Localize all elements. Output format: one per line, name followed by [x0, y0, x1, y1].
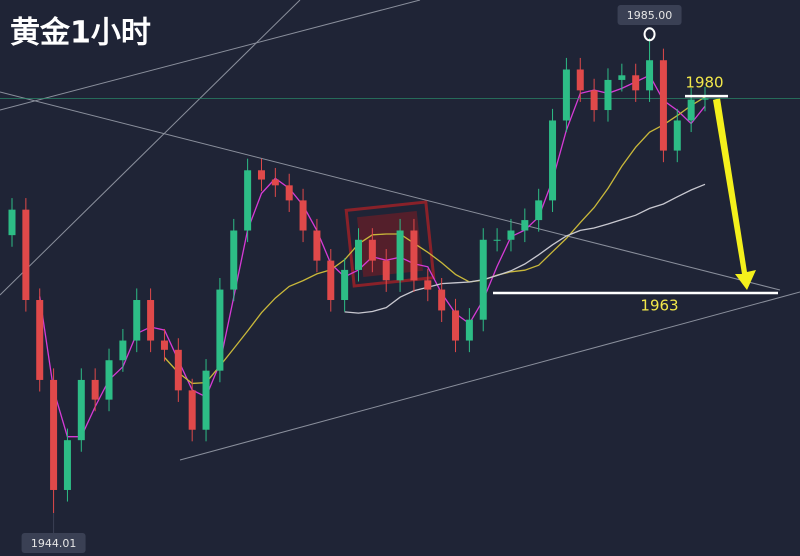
- candle-body: [271, 179, 279, 186]
- candle-body: [327, 260, 335, 301]
- candle-body: [687, 99, 695, 121]
- candle-body: [105, 360, 113, 400]
- candle-body: [507, 230, 515, 240]
- candle-body: [91, 379, 99, 400]
- level-label: 1963: [640, 297, 678, 315]
- candle-body: [8, 209, 16, 236]
- candle-body: [673, 120, 681, 151]
- chart-title: 黄金1小时: [10, 16, 151, 51]
- stamp: [344, 200, 436, 288]
- candle-body: [313, 230, 321, 261]
- plot: 1985.00 1944.01 1980 1963: [0, 5, 800, 553]
- price-label-box: [21, 533, 86, 553]
- level-label: 1980: [685, 74, 723, 92]
- candle-body: [257, 170, 265, 180]
- candle-body: [341, 269, 349, 301]
- moving-average: [164, 96, 706, 385]
- candle-body: [521, 220, 529, 231]
- candle-body: [590, 90, 598, 111]
- candle-body: [77, 379, 85, 441]
- candle-body: [188, 390, 196, 430]
- candle-body: [147, 300, 155, 341]
- candle-body: [576, 69, 584, 91]
- candle-body: [701, 98, 709, 100]
- candle-body: [562, 69, 570, 121]
- candle-body: [382, 260, 390, 281]
- trend-lines: [0, 0, 800, 461]
- candle-body: [424, 280, 432, 290]
- candle-body: [452, 310, 460, 341]
- candle-body: [535, 200, 543, 221]
- candle-body: [174, 349, 182, 391]
- price-label-box: [617, 5, 682, 25]
- high-marker: [643, 27, 656, 42]
- candle-body: [368, 239, 376, 261]
- candle-body: [646, 60, 654, 91]
- price-label: 1985.00: [627, 9, 673, 22]
- candle-body: [160, 340, 168, 350]
- trend-line: [179, 291, 800, 461]
- candle-body: [133, 300, 141, 341]
- candle-body: [244, 170, 252, 231]
- candle-body: [465, 319, 473, 341]
- candle-body: [230, 230, 238, 290]
- price-label: 1944.01: [31, 537, 77, 550]
- candle-body: [493, 239, 501, 241]
- candle-body: [285, 185, 293, 201]
- candle-body: [22, 209, 30, 301]
- candle-body: [479, 239, 487, 320]
- candle-body: [216, 289, 224, 371]
- candle-body: [396, 230, 404, 281]
- candle-body: [438, 289, 446, 311]
- candle-body: [36, 300, 44, 380]
- candle-body: [50, 379, 58, 490]
- candle-body: [549, 120, 557, 201]
- trend-line: [0, 0, 301, 296]
- candle-body: [632, 75, 640, 91]
- candle-body: [355, 239, 362, 270]
- candle-body: [202, 370, 210, 430]
- candle-body: [63, 440, 71, 490]
- arrow: [713, 98, 756, 290]
- candle-body: [410, 230, 418, 281]
- trend-line: [0, 91, 781, 291]
- trend-line: [0, 0, 421, 111]
- candle-body: [618, 75, 626, 80]
- candle-body: [119, 340, 127, 361]
- candle-body: [659, 60, 667, 151]
- candle-body: [604, 79, 612, 111]
- candle-body: [299, 200, 307, 231]
- moving-average: [344, 183, 706, 314]
